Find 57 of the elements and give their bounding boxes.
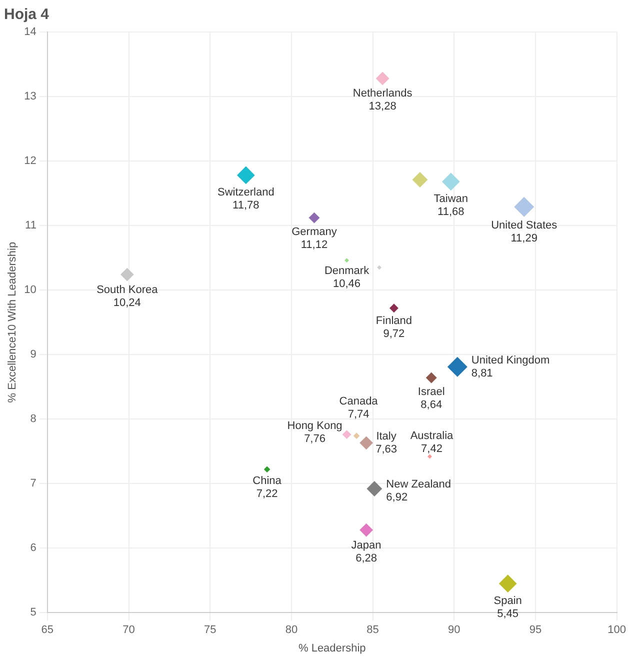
annotation: United States: [491, 219, 558, 232]
x-tick-label: 75: [204, 624, 216, 636]
annotation: Finland: [376, 315, 412, 328]
data-label: 7,76: [304, 433, 326, 446]
annotation: Italy: [376, 430, 397, 442]
annotation: Spain: [494, 595, 522, 608]
annotation: Israel: [418, 386, 445, 398]
chart-title: Hoja 4: [4, 6, 50, 24]
data-label: 10,46: [333, 278, 361, 290]
y-tick-label: 7: [30, 478, 36, 490]
data-label: 11,29: [510, 232, 538, 244]
data-label: 6,92: [386, 491, 408, 504]
x-tick-label: 90: [448, 624, 460, 636]
annotation: United Kingdom: [471, 354, 550, 366]
data-label: 7,22: [256, 488, 278, 500]
data-label: 9,72: [383, 328, 405, 340]
y-tick-label: 12: [24, 155, 36, 168]
annotation: Australia: [410, 430, 454, 442]
annotation: Germany: [292, 226, 338, 238]
annotation: Denmark: [324, 265, 370, 278]
data-label: 6,28: [356, 552, 378, 564]
x-tick-label: 85: [366, 624, 379, 636]
y-tick-label: 6: [30, 542, 36, 554]
annotation: Switzerland: [217, 186, 274, 199]
y-tick-label: 10: [24, 284, 36, 296]
data-label: 7,63: [376, 443, 398, 456]
annotation: New Zealand: [386, 478, 451, 490]
x-tick-label: 80: [285, 624, 298, 636]
y-tick-label: 9: [30, 348, 36, 361]
y-tick-label: 5: [30, 606, 36, 619]
data-label: 5,45: [497, 608, 519, 620]
data-label: 8,64: [420, 398, 442, 411]
y-tick-label: 13: [24, 90, 36, 103]
data-label: 11,78: [232, 200, 260, 212]
annotation: Canada: [339, 395, 379, 408]
annotation: Hong Kong: [287, 420, 342, 432]
y-tick-label: 14: [24, 26, 36, 38]
x-tick-label: 70: [122, 624, 135, 636]
annotation: Japan: [351, 539, 382, 552]
data-label: 7,42: [421, 443, 442, 456]
y-tick-label: 11: [25, 220, 36, 232]
data-label: 7,74: [348, 408, 370, 420]
x-tick-label: 95: [529, 624, 542, 636]
x-axis-title: % Leadership: [298, 642, 366, 654]
x-tick-label: 100: [608, 624, 626, 636]
data-label: 8,81: [471, 367, 493, 380]
annotation: South Korea: [96, 284, 159, 296]
annotation: Taiwan: [434, 193, 468, 206]
x-tick-label: 65: [41, 624, 54, 636]
annotation: China: [252, 475, 282, 488]
y-tick-label: 8: [30, 413, 36, 426]
data-label: 11,68: [438, 206, 464, 218]
annotation: Netherlands: [352, 88, 413, 100]
y-axis-title: % Excellence10 With Leadership: [6, 242, 19, 403]
data-label: 13,28: [368, 100, 396, 113]
data-label: 11,12: [300, 238, 328, 251]
data-label: 10,24: [113, 296, 141, 309]
